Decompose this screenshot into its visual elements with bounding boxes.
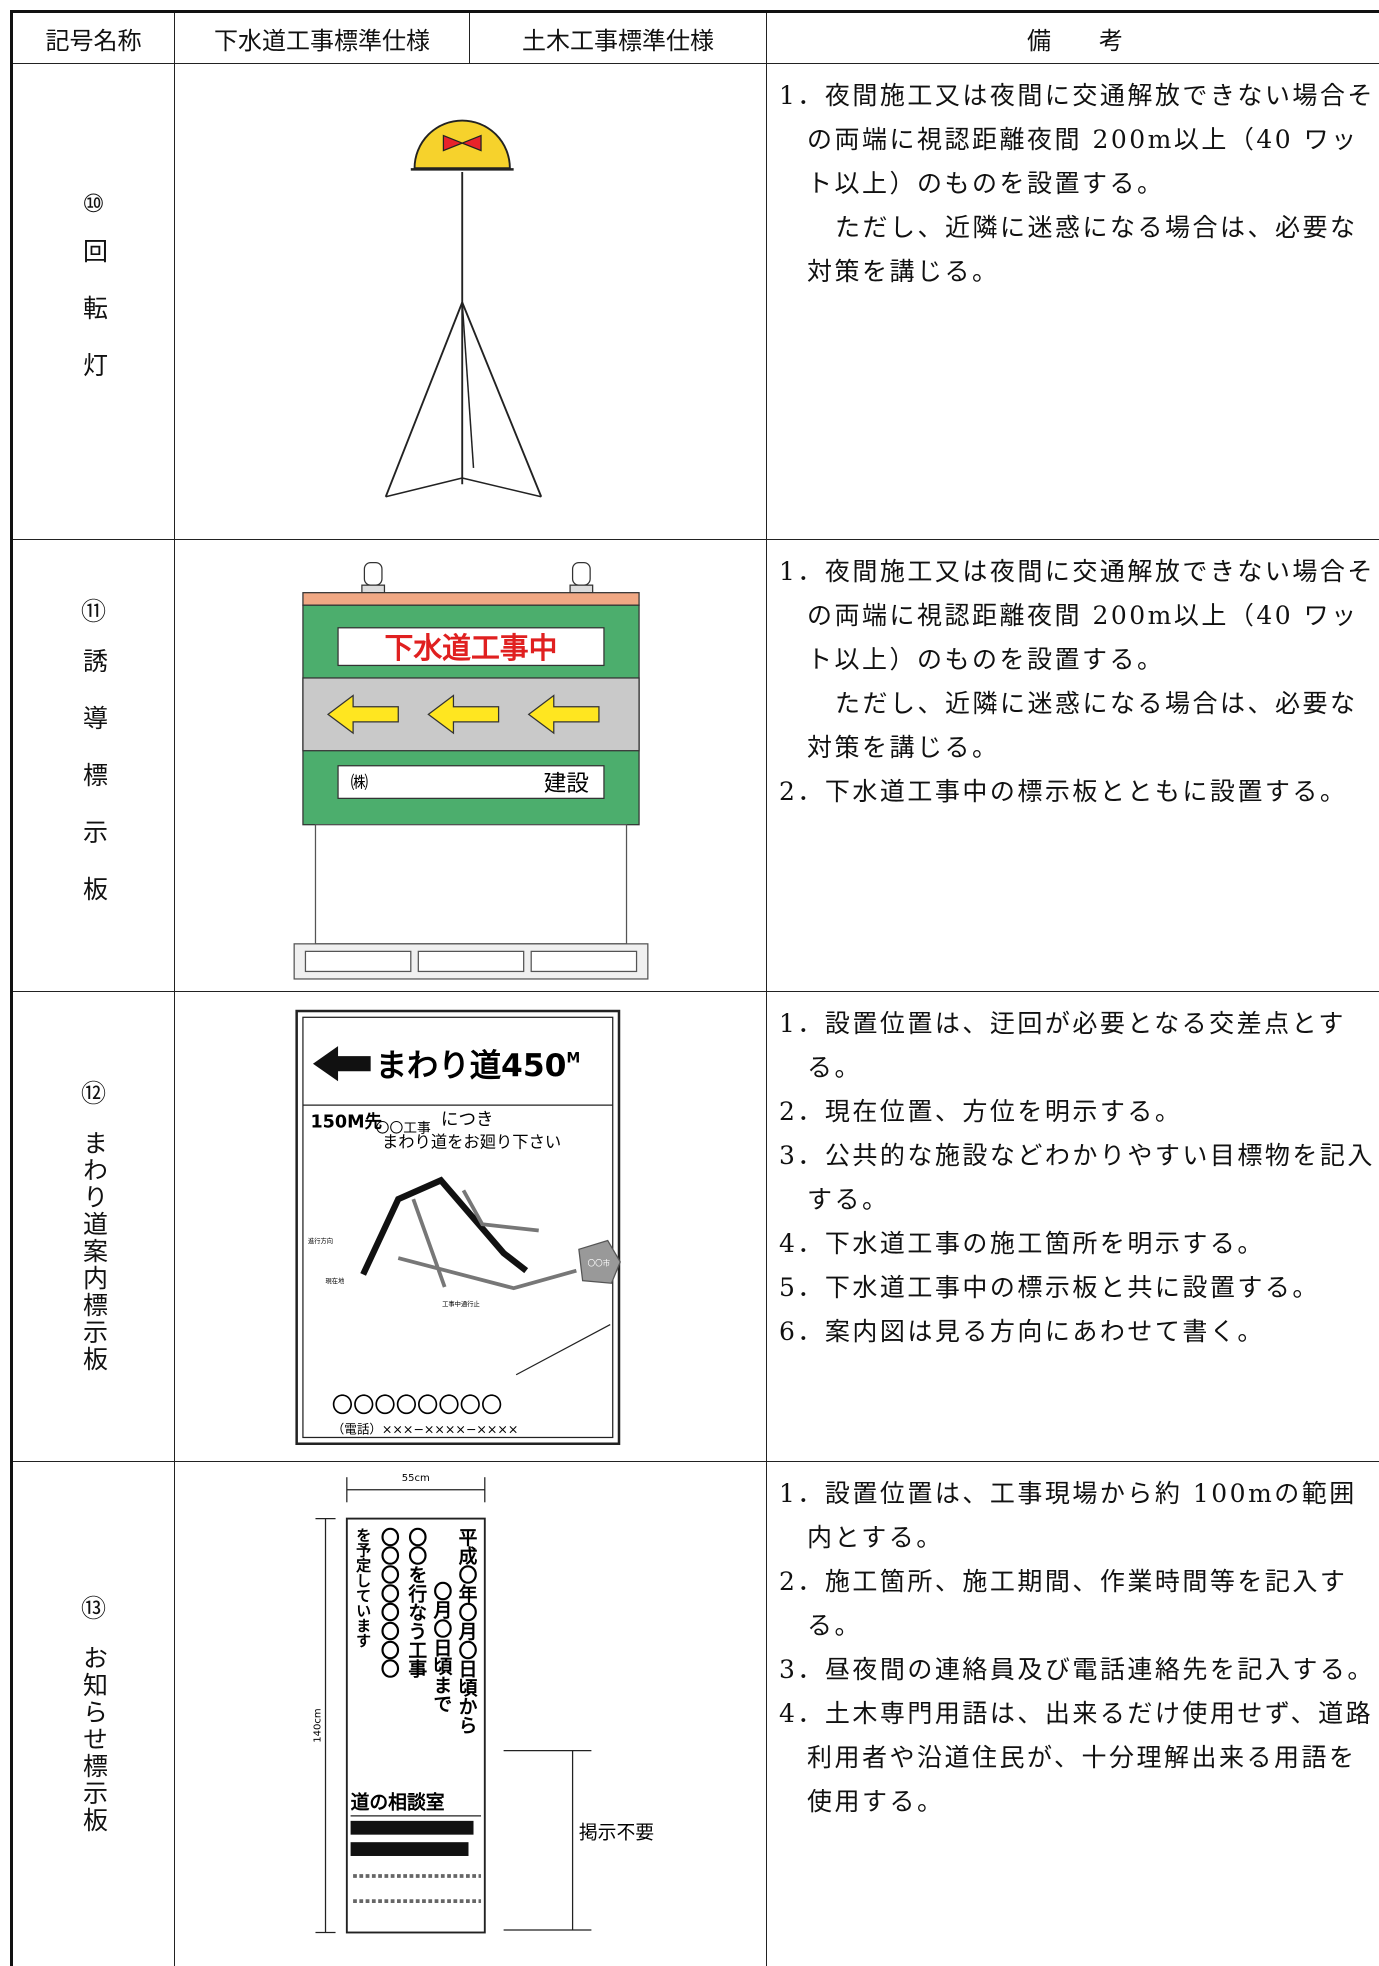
figure-text: 〇〇〇〇〇〇〇〇 <box>378 1527 399 1678</box>
note: 6．案内図は見る方向にあわせて書く。 <box>779 1317 1265 1346</box>
symbol-number: ⑪ <box>80 597 106 626</box>
symbol-name: お知らせ標示板 <box>79 1644 109 1834</box>
figure-cell: まわり道450M 150M先 〇〇工事 につき まわり道をお廻り下さい 進行方向… <box>174 991 767 1462</box>
figure-text: （電話）×××−××××−×××× <box>332 1422 519 1437</box>
note: 1．夜間施工又は夜間に交通解放できない場合その両端に視認距離夜間 200m以上（… <box>779 81 1375 198</box>
figure-text: 150M先 <box>310 1112 382 1133</box>
figure-cell: 下水道工事中 ㈱ 建設 <box>174 539 767 992</box>
figure-text: 進行方向 <box>308 1236 333 1245</box>
rotating-lamp-figure <box>384 119 543 498</box>
figure-text: まわり道450 <box>376 1048 567 1084</box>
row: ⑪ 誘導標示板 下水道工事中 ㈱ 建設 1．夜間施工又は夜間に交通解放できない場合… <box>10 539 1379 992</box>
note: 2．下水道工事中の標示板とともに設置する。 <box>779 777 1348 806</box>
label-cell: ⑫ まわり道案内標示板 <box>10 991 175 1462</box>
header-cell: 記号名称 <box>10 10 175 64</box>
figure-text: 建設 <box>544 771 589 797</box>
note: 1．夜間施工又は夜間に交通解放できない場合その両端に視認距離夜間 200m以上（… <box>779 557 1375 674</box>
note: 1．設置位置は、迂回が必要となる交差点とする。 <box>779 1009 1346 1082</box>
notes-cell: 1．夜間施工又は夜間に交通解放できない場合その両端に視認距離夜間 200m以上（… <box>766 539 1379 992</box>
figure-text: 道の相談室 <box>351 1790 445 1813</box>
figure-cell: 55cm 140cm 平成〇年〇月〇日頃から 〇月〇日頃まで 〇〇を行なう工事 … <box>174 1461 767 1966</box>
figure-text: 〇〇を行なう工事 <box>405 1527 427 1679</box>
note: ただし、近隣に迷惑になる場合は、必要な対策を講じる。 <box>807 213 1358 286</box>
figure-text: M <box>566 1050 580 1066</box>
note: ただし、近隣に迷惑になる場合は、必要な対策を講じる。 <box>807 689 1358 762</box>
figure-text: を予定しています <box>354 1527 372 1648</box>
guide-board-figure: 下水道工事中 ㈱ 建設 <box>293 561 649 980</box>
notes-cell: 1．夜間施工又は夜間に交通解放できない場合その両端に視認距離夜間 200m以上（… <box>766 63 1379 540</box>
row: ⑫ まわり道案内標示板 まわり道450M 150M先 〇〇工事 につき まわり道を… <box>10 991 1379 1462</box>
symbol-number: ⑬ <box>80 1593 106 1623</box>
figure-text: 下水道工事中 <box>385 631 558 665</box>
note: 3．昼夜間の連絡員及び電話連絡先を記入する。 <box>779 1655 1375 1684</box>
notes-cell: 1．設置位置は、迂回が必要となる交差点とする。 2．現在位置、方位を明示する。 … <box>766 991 1379 1462</box>
figure-text: 〇月〇日頃まで <box>430 1581 452 1713</box>
figure-text: ㈱ <box>351 773 369 793</box>
note: 2．施工箇所、施工期間、作業時間等を記入する。 <box>779 1567 1348 1640</box>
symbol-name: まわり道案内標示板 <box>79 1130 109 1373</box>
figure-cell <box>174 63 767 540</box>
note: 4．土木専門用語は、出来るだけ使用せず、道路利用者や沿道住民が、十分理解出来る用… <box>779 1699 1374 1816</box>
symbol-number: ⑫ <box>80 1079 106 1108</box>
figure-text: まわり道450M <box>376 1048 581 1084</box>
figure-text: 掲示不要 <box>579 1821 654 1843</box>
figure-text: 現在地 <box>326 1276 346 1285</box>
figure-text: 140cm <box>312 1708 323 1742</box>
row: ⑩ 回転灯 1．夜間施工又は夜間に交通解放できない場合その両端に視認距離夜間 20… <box>10 63 1379 540</box>
row: ⑬ お知らせ標示板 55cm 140cm 平成〇年〇月〇日頃から 〇月〇日頃まで … <box>10 1461 1379 1966</box>
symbol-number: ⑩ <box>82 188 105 218</box>
label-cell: ⑬ お知らせ標示板 <box>10 1461 175 1966</box>
figure-text: 〇〇市 <box>588 1258 611 1268</box>
note: 4．下水道工事の施工箇所を明示する。 <box>779 1229 1265 1258</box>
header-cell: 土木工事標準仕様 <box>469 10 767 64</box>
figure-text: につき <box>441 1110 494 1130</box>
label-cell: ⑪ 誘導標示板 <box>10 539 175 992</box>
header-row: 記号名称 下水道工事標準仕様 土木工事標準仕様 備 考 <box>10 10 1379 64</box>
symbol-table: 記号名称 下水道工事標準仕様 土木工事標準仕様 備 考 ⑩ 回転灯 1．夜間施工又… <box>10 10 1379 1966</box>
figure-text: 55cm <box>402 1473 430 1484</box>
label-cell: ⑩ 回転灯 <box>10 63 175 540</box>
header-cell: 下水道工事標準仕様 <box>174 10 470 64</box>
note: 3．公共的な施設などわかりやすい目標物を記入する。 <box>779 1141 1375 1214</box>
note: 2．現在位置、方位を明示する。 <box>779 1097 1183 1126</box>
note: 1．設置位置は、工事現場から約 100mの範囲内とする。 <box>779 1479 1357 1552</box>
figure-text: 平成〇年〇月〇日頃から <box>455 1527 477 1734</box>
notes-cell: 1．設置位置は、工事現場から約 100mの範囲内とする。 2．施工箇所、施工期間… <box>766 1461 1379 1966</box>
figure-text: 〇〇〇〇〇〇〇〇 <box>332 1393 503 1418</box>
header-cell: 備 考 <box>766 10 1379 64</box>
figure-text: まわり道をお廻り下さい <box>382 1133 561 1152</box>
figure-text: 工事中通行止 <box>442 1299 480 1308</box>
symbol-name: 回転灯 <box>79 237 109 409</box>
notice-board-figure: 55cm 140cm 平成〇年〇月〇日頃から 〇月〇日頃まで 〇〇を行なう工事 … <box>312 1473 654 1934</box>
detour-board-figure: まわり道450M 150M先 〇〇工事 につき まわり道をお廻り下さい 進行方向… <box>295 1009 621 1445</box>
figure-text: 〇〇工事 <box>376 1121 431 1137</box>
note: 5．下水道工事中の標示板と共に設置する。 <box>779 1273 1320 1302</box>
symbol-name: 誘導標示板 <box>79 648 109 933</box>
